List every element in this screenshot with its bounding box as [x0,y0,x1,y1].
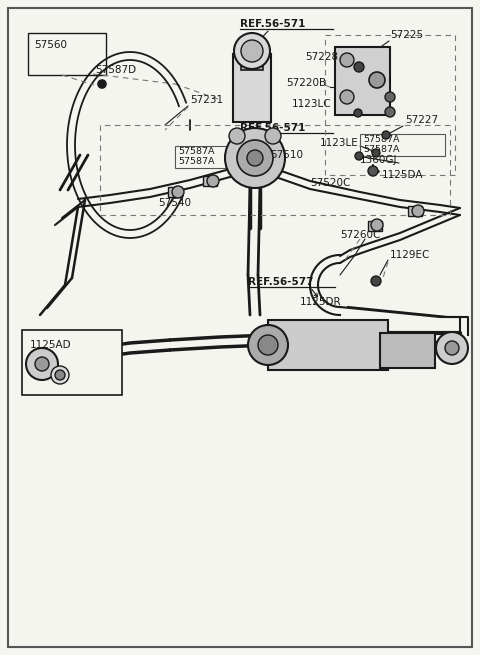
Text: 57587A: 57587A [363,134,399,143]
Circle shape [354,109,362,117]
Text: 57231: 57231 [190,95,223,105]
Text: 57227: 57227 [405,115,438,125]
Text: 1125DR: 1125DR [300,297,342,307]
Text: 57228: 57228 [305,52,338,62]
Circle shape [234,33,270,69]
Bar [241,50,263,70]
Bar [175,146,260,168]
Circle shape [371,276,381,286]
Text: 57520C: 57520C [310,178,350,188]
Text: 57587A: 57587A [178,157,215,166]
Circle shape [382,131,390,139]
Circle shape [247,150,263,166]
Text: 57225: 57225 [390,30,423,40]
Circle shape [229,128,245,144]
Circle shape [340,90,354,104]
Bar [335,47,390,115]
Circle shape [35,357,49,371]
Circle shape [241,40,263,62]
Text: 57587D: 57587D [95,65,136,75]
Text: 1123LC: 1123LC [292,99,332,109]
Text: 57540: 57540 [158,198,191,208]
Text: 57587A: 57587A [178,147,215,155]
Circle shape [265,128,281,144]
Circle shape [237,140,273,176]
Circle shape [51,366,69,384]
Text: REF.56-577: REF.56-577 [248,277,313,287]
Bar [168,187,182,197]
Circle shape [445,341,459,355]
Text: 1125DA: 1125DA [382,170,423,180]
Circle shape [368,166,378,176]
Text: 57260C: 57260C [340,230,380,240]
Circle shape [248,325,288,365]
Text: 57560: 57560 [34,40,67,50]
Circle shape [55,370,65,380]
Circle shape [98,80,106,88]
Text: 1125AD: 1125AD [30,340,72,350]
Circle shape [372,149,380,157]
Circle shape [26,348,58,380]
Circle shape [371,219,383,231]
Text: 57510: 57510 [270,150,303,160]
Text: 1129EC: 1129EC [390,250,431,260]
Bar [368,221,382,231]
Bar [28,33,106,75]
Bar [268,320,388,370]
Text: 57220B: 57220B [286,78,326,88]
Circle shape [258,335,278,355]
Circle shape [225,128,285,188]
Circle shape [354,62,364,72]
Text: 57587A: 57587A [363,145,399,153]
Text: REF.56-571: REF.56-571 [240,123,305,133]
Text: 1123LE: 1123LE [320,138,359,148]
Circle shape [369,72,385,88]
Circle shape [172,186,184,198]
Bar [203,176,217,186]
Bar [408,206,422,216]
Text: REF.56-571: REF.56-571 [240,19,305,29]
Circle shape [412,205,424,217]
Circle shape [340,53,354,67]
Circle shape [385,92,395,102]
Circle shape [355,152,363,160]
Circle shape [207,175,219,187]
Circle shape [385,107,395,117]
Circle shape [436,332,468,364]
Bar [380,333,435,368]
Bar [360,134,445,156]
Bar [233,54,271,122]
Text: 1360GJ: 1360GJ [360,155,397,165]
Bar [22,330,122,395]
